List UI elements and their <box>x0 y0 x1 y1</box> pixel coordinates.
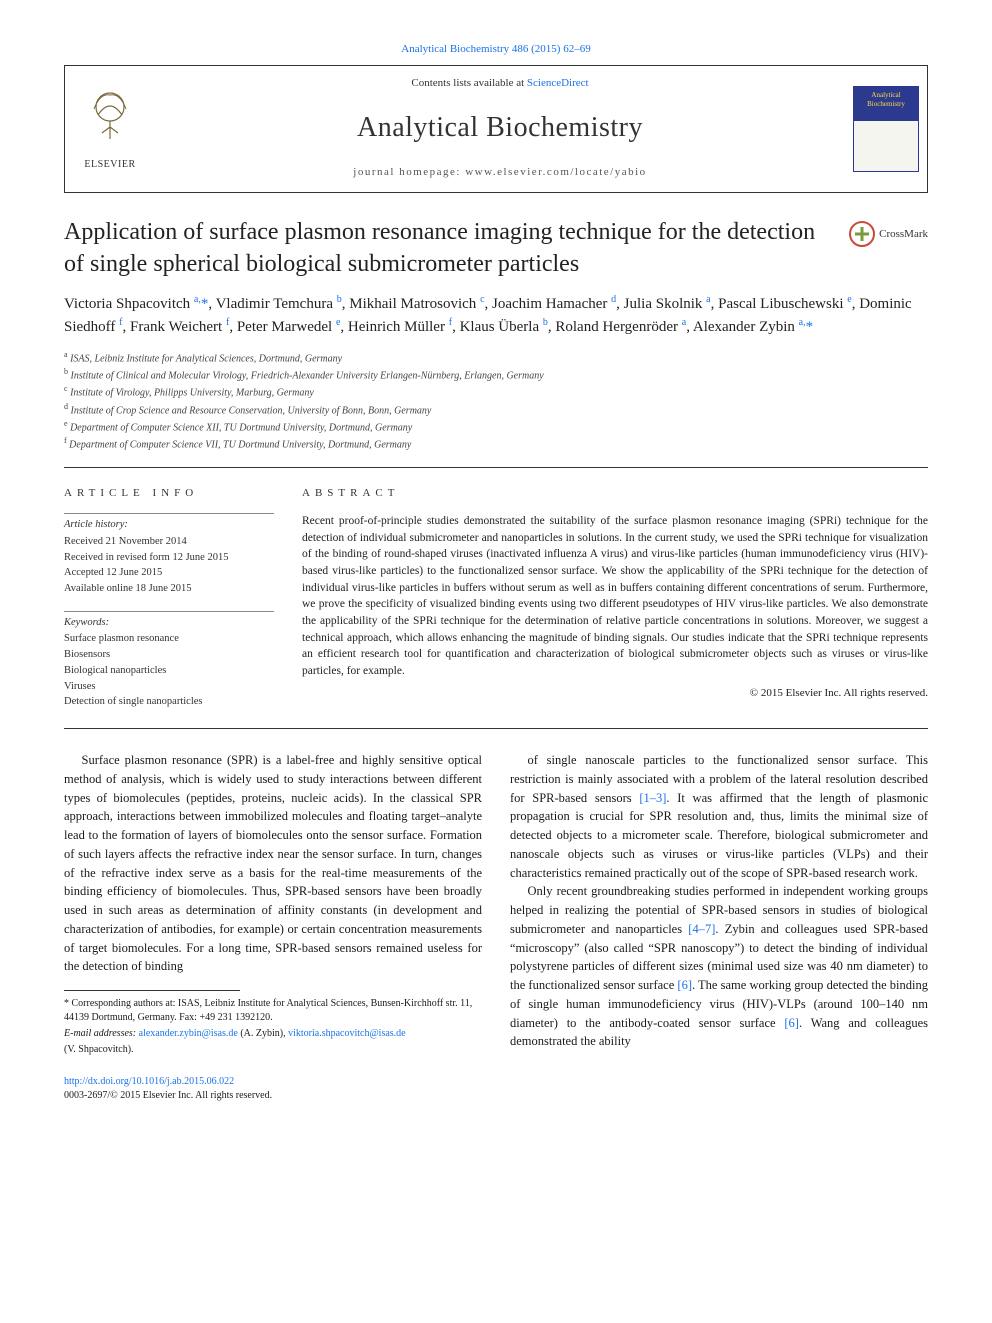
email-label: E-mail addresses: <box>64 1028 136 1039</box>
affiliation-item: c Institute of Virology, Philipps Univer… <box>64 383 928 400</box>
affiliation-list: a ISAS, Leibniz Institute for Analytical… <box>64 349 928 453</box>
keyword-item: Viruses <box>64 679 274 695</box>
footnote-separator <box>64 990 240 991</box>
elsevier-logo[interactable]: ELSEVIER <box>80 87 140 172</box>
keywords-list: Surface plasmon resonanceBiosensorsBiolo… <box>64 631 274 710</box>
abstract-text: Recent proof-of-principle studies demons… <box>302 513 928 680</box>
affiliation-item: e Department of Computer Science XII, TU… <box>64 418 928 435</box>
doi-link[interactable]: http://dx.doi.org/10.1016/j.ab.2015.06.0… <box>64 1076 234 1087</box>
journal-header-box: ELSEVIER Contents lists available at Sci… <box>64 65 928 193</box>
corr-marker: * <box>64 998 69 1009</box>
citation-link[interactable]: Analytical Biochemistry 486 (2015) 62–69 <box>401 43 590 55</box>
ref-link[interactable]: [4–7] <box>688 922 715 936</box>
keyword-item: Biosensors <box>64 647 274 663</box>
journal-cover-thumbnail[interactable]: Analytical Biochemistry <box>853 86 919 172</box>
corr-email-link[interactable]: alexander.zybin@isas.de <box>139 1028 238 1039</box>
article-info-column: ARTICLE INFO Article history: Received 2… <box>64 486 274 711</box>
ref-link[interactable]: [6] <box>677 978 692 992</box>
publisher-logo-col: ELSEVIER <box>65 66 155 192</box>
issn-copyright-line: 0003-2697/© 2015 Elsevier Inc. All right… <box>64 1090 272 1101</box>
publisher-name: ELSEVIER <box>80 158 140 172</box>
history-line: Available online 18 June 2015 <box>64 581 274 597</box>
crossmark-icon <box>849 221 875 247</box>
journal-cover-col: Analytical Biochemistry <box>845 66 927 192</box>
body-paragraph: Only recent groundbreaking studies perfo… <box>510 882 928 1051</box>
keywords-label: Keywords: <box>64 616 274 631</box>
sciencedirect-link[interactable]: ScienceDirect <box>527 77 589 89</box>
abstract-heading: ABSTRACT <box>302 486 928 501</box>
section-rule-bottom <box>64 728 928 729</box>
homepage-prefix: journal homepage: <box>353 166 465 178</box>
body-paragraph: of single nanoscale particles to the fun… <box>510 751 928 882</box>
corresponding-author-footnote: * Corresponding authors at: ISAS, Leibni… <box>64 997 482 1057</box>
keyword-item: Detection of single nanoparticles <box>64 694 274 710</box>
affiliation-item: d Institute of Crop Science and Resource… <box>64 401 928 418</box>
elsevier-tree-icon <box>80 87 140 147</box>
body-paragraph: Surface plasmon resonance (SPR) is a lab… <box>64 751 482 976</box>
history-line: Received in revised form 12 June 2015 <box>64 550 274 566</box>
affiliation-item: f Department of Computer Science VII, TU… <box>64 435 928 452</box>
abstract-copyright: © 2015 Elsevier Inc. All rights reserved… <box>302 686 928 701</box>
crossmark-label: CrossMark <box>879 227 928 242</box>
contents-prefix: Contents lists available at <box>411 77 526 89</box>
article-history-lines: Received 21 November 2014Received in rev… <box>64 534 274 597</box>
article-title: Application of surface plasmon resonance… <box>64 217 831 279</box>
journal-name: Analytical Biochemistry <box>163 108 837 147</box>
history-line: Received 21 November 2014 <box>64 534 274 550</box>
author-list: Victoria Shpacovitch a,*, Vladimir Temch… <box>64 292 928 339</box>
header-center: Contents lists available at ScienceDirec… <box>155 66 845 192</box>
journal-homepage-line: journal homepage: www.elsevier.com/locat… <box>163 165 837 180</box>
keyword-item: Biological nanoparticles <box>64 663 274 679</box>
article-history-label: Article history: <box>64 518 274 533</box>
history-line: Accepted 12 June 2015 <box>64 565 274 581</box>
ref-link[interactable]: [6] <box>784 1016 799 1030</box>
article-body: Surface plasmon resonance (SPR) is a lab… <box>64 751 928 1057</box>
corr-email-link[interactable]: viktoria.shpacovitch@isas.de <box>288 1028 406 1039</box>
page-footer: http://dx.doi.org/10.1016/j.ab.2015.06.0… <box>64 1075 928 1103</box>
homepage-url[interactable]: www.elsevier.com/locate/yabio <box>465 166 646 178</box>
keyword-item: Surface plasmon resonance <box>64 631 274 647</box>
citation-line: Analytical Biochemistry 486 (2015) 62–69 <box>64 42 928 57</box>
ref-link[interactable]: [1–3] <box>639 791 666 805</box>
affiliation-item: a ISAS, Leibniz Institute for Analytical… <box>64 349 928 366</box>
affiliation-item: b Institute of Clinical and Molecular Vi… <box>64 366 928 383</box>
cover-art <box>854 121 918 171</box>
section-rule-top <box>64 467 928 468</box>
crossmark-badge[interactable]: CrossMark <box>849 221 928 247</box>
cover-title: Analytical Biochemistry <box>854 87 918 121</box>
contents-available-line: Contents lists available at ScienceDirec… <box>163 76 837 91</box>
article-info-heading: ARTICLE INFO <box>64 486 274 501</box>
abstract-column: ABSTRACT Recent proof-of-principle studi… <box>302 486 928 711</box>
